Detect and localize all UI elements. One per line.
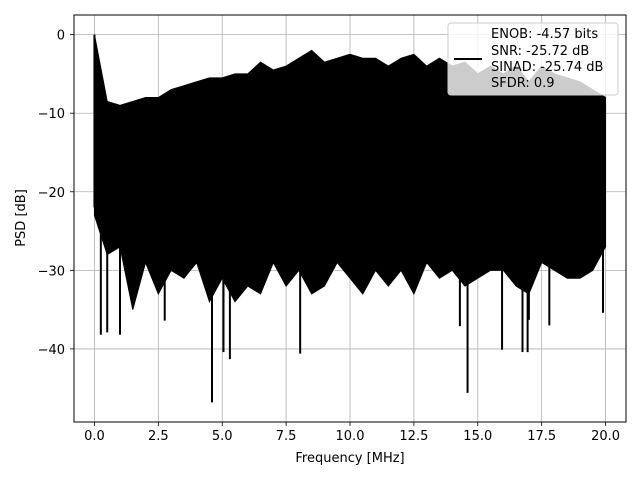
legend-entry-sfdr: SFDR: 0.9: [491, 76, 555, 91]
x-tick-label: 7.5: [276, 429, 297, 444]
x-tick-label: 0.0: [84, 429, 105, 444]
x-tick-label: 17.5: [527, 429, 556, 444]
legend-box: [447, 22, 619, 96]
axis-ticks: 0.0 2.5 5.0 7.5 10.0 12.5 15.0 17.5 20.0 0 −10 −20 −…: [38, 29, 620, 444]
y-axis-label: PSD [dB]: [14, 189, 29, 247]
psd-series: [93, 34, 607, 403]
x-tick-label: 2.5: [148, 429, 169, 444]
x-tick-label: 20.0: [591, 429, 620, 444]
legend-entry-enob: ENOB: -4.57 bits: [491, 27, 598, 42]
x-axis-label: Frequency [MHz]: [295, 451, 404, 466]
y-tick-label: −30: [38, 264, 65, 279]
legend-entry-sinad: SINAD: -25.74 dB: [491, 60, 603, 75]
x-tick-label: 15.0: [463, 429, 492, 444]
y-tick-label: 0: [57, 29, 65, 44]
x-tick-label: 10.0: [336, 429, 365, 444]
legend-entry-snr: SNR: -25.72 dB: [491, 44, 589, 59]
y-tick-label: −10: [38, 107, 65, 122]
psd-trace: [93, 34, 607, 299]
y-tick-label: −40: [38, 343, 65, 358]
x-tick-label: 5.0: [212, 429, 233, 444]
x-tick-label: 12.5: [399, 429, 428, 444]
y-tick-label: −20: [38, 186, 65, 201]
legend: ENOB: -4.57 bits SNR: -25.72 dB SINAD: -…: [447, 22, 619, 96]
